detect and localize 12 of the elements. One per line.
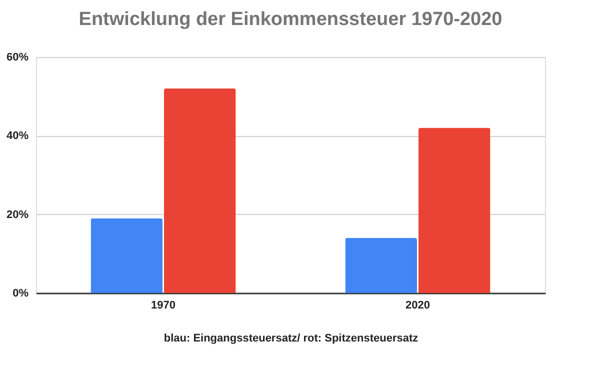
bar xyxy=(345,238,418,293)
y-tick-label: 20% xyxy=(6,208,29,221)
y-tick-label: 40% xyxy=(6,130,29,142)
x-tick-label: 2020 xyxy=(406,300,430,312)
bar xyxy=(90,218,163,293)
y-tick-label: 0% xyxy=(12,288,29,300)
bar xyxy=(164,88,236,293)
bar xyxy=(418,128,490,293)
y-tick-label: 60% xyxy=(6,52,29,64)
chart-title: Entwicklung der Einkommenssteuer 1970-2020 xyxy=(78,9,502,30)
x-tick-label: 1970 xyxy=(151,300,176,312)
x-axis-title: blau: Eingangssteuersatz/ rot: Spitzensteuersatz xyxy=(164,332,419,344)
